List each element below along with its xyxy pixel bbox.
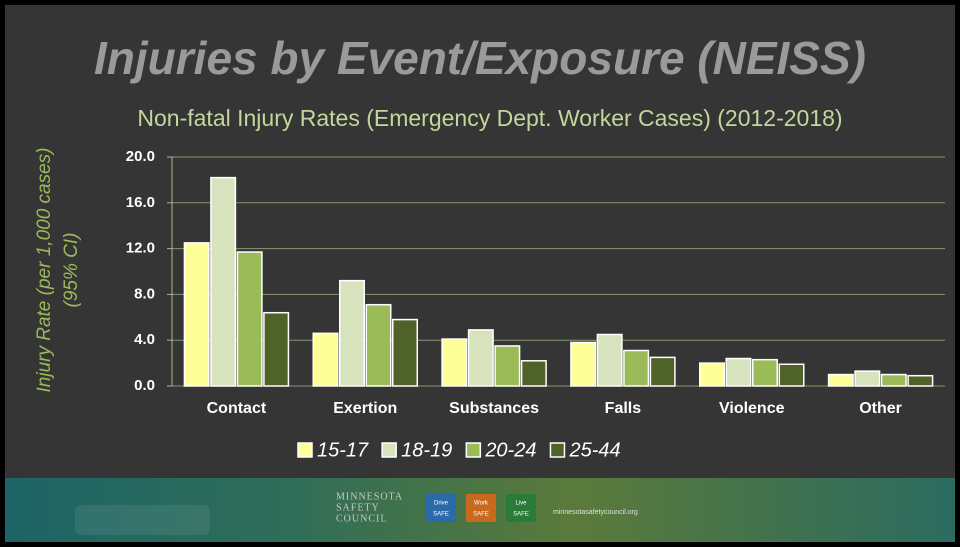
- bar: [570, 341, 597, 387]
- bar: [494, 345, 521, 387]
- legend-label: 15-17: [317, 439, 369, 461]
- footer-url: minnesotasafetycouncil.org: [553, 509, 638, 516]
- footer-org: COUNCIL: [336, 513, 387, 524]
- bar: [520, 360, 547, 387]
- chart-title: Injuries by Event/Exposure (NEISS): [94, 32, 866, 84]
- bar: [183, 242, 210, 387]
- y-tick-label: 4.0: [134, 331, 155, 348]
- x-tick-label: Substances: [449, 400, 539, 417]
- bar: [827, 373, 854, 387]
- y-tick-label: 12.0: [126, 240, 155, 257]
- y-tick-label: 0.0: [134, 377, 155, 394]
- bar: [854, 370, 881, 387]
- footer-badge: [506, 494, 536, 522]
- x-tick-label: Exertion: [333, 400, 397, 417]
- legend-swatch: [381, 442, 397, 458]
- legend-swatch: [465, 442, 482, 458]
- bar: [441, 338, 468, 387]
- bar: [752, 358, 778, 387]
- bar: [596, 333, 623, 387]
- bar: [907, 374, 934, 387]
- x-tick-label: Contact: [207, 400, 267, 417]
- footer-badge-text: Live: [515, 501, 527, 507]
- footer-badge-text: SAFE: [473, 512, 489, 518]
- footer-badge-text: Drive: [434, 501, 449, 507]
- x-tick-label: Violence: [719, 400, 785, 417]
- footer-badge: [466, 494, 496, 522]
- footer-org: MINNESOTA: [336, 491, 403, 502]
- bar: [339, 279, 365, 387]
- bar: [725, 357, 752, 387]
- bar: [392, 318, 418, 387]
- footer-badge-text: SAFE: [433, 512, 449, 518]
- chart-subtitle: Non-fatal Injury Rates (Emergency Dept. …: [137, 105, 842, 131]
- x-tick-label: Other: [859, 400, 902, 417]
- bar: [236, 251, 263, 387]
- footer-badge-text: SAFE: [513, 512, 529, 518]
- legend-label: 18-19: [401, 439, 452, 461]
- bar: [210, 176, 237, 387]
- bar: [467, 329, 494, 387]
- y-axis-label: Injury Rate (per 1,000 cases): [34, 147, 55, 392]
- y-tick-label: 20.0: [126, 148, 155, 165]
- footer-badge-text: Work: [474, 501, 489, 507]
- y-axis-label: (95% CI): [61, 233, 82, 308]
- x-tick-label: Falls: [605, 400, 642, 417]
- bar: [699, 362, 725, 387]
- bar: [649, 356, 676, 387]
- footer-badge: [426, 494, 456, 522]
- bar: [778, 363, 805, 387]
- legend-swatch: [549, 442, 566, 458]
- y-tick-label: 16.0: [126, 194, 155, 211]
- footer-decor: [75, 505, 210, 535]
- legend-swatch: [297, 442, 313, 458]
- y-tick-label: 8.0: [134, 285, 155, 302]
- slide-background: [5, 5, 955, 542]
- footer-org: SAFETY: [336, 502, 380, 513]
- legend-label: 25-44: [568, 439, 620, 461]
- legend-label: 20-24: [484, 439, 536, 461]
- bar: [365, 303, 392, 387]
- bar: [623, 349, 650, 387]
- bar: [263, 311, 290, 387]
- bar: [312, 332, 339, 387]
- bar: [880, 373, 907, 387]
